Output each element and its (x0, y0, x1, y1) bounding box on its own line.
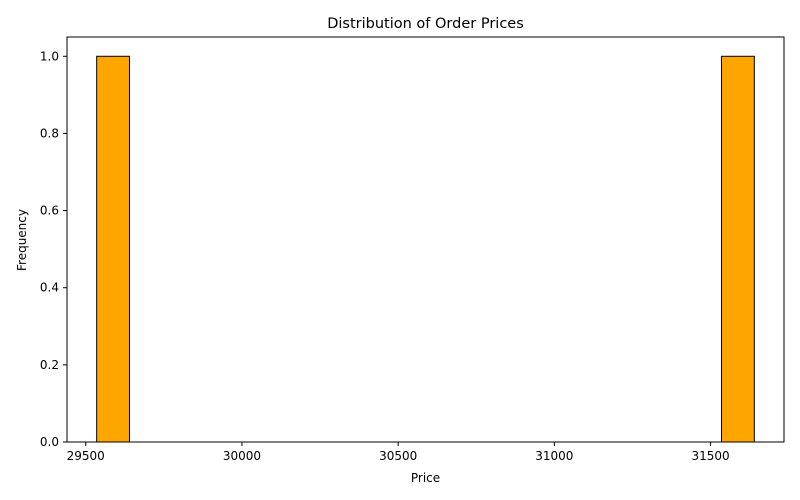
x-axis-ticks: 29500 30000 30500 31000 31500 (67, 442, 730, 463)
y-axis-ticks: 0.0 0.2 0.4 0.6 0.8 1.0 (40, 49, 67, 449)
x-tick-label: 30500 (379, 449, 417, 463)
x-tick-label: 31000 (535, 449, 573, 463)
histogram-bar-0 (96, 55, 130, 443)
y-tick-label: 0.0 (40, 435, 59, 449)
bars-group (96, 55, 755, 443)
x-tick-label: 29500 (67, 449, 105, 463)
y-axis-label: Frequency (15, 209, 29, 271)
x-tick-label: 30000 (223, 449, 261, 463)
chart-title: Distribution of Order Prices (327, 16, 524, 32)
y-tick-label: 1.0 (40, 49, 59, 63)
histogram-bar-1 (721, 55, 755, 443)
x-tick-label: 31500 (691, 449, 729, 463)
plot-frame (66, 36, 785, 443)
x-axis-label: Price (411, 471, 440, 485)
y-tick-label: 0.8 (40, 126, 59, 140)
y-tick-label: 0.2 (40, 358, 59, 372)
y-tick-label: 0.6 (40, 204, 59, 218)
y-tick-label: 0.4 (40, 281, 59, 295)
